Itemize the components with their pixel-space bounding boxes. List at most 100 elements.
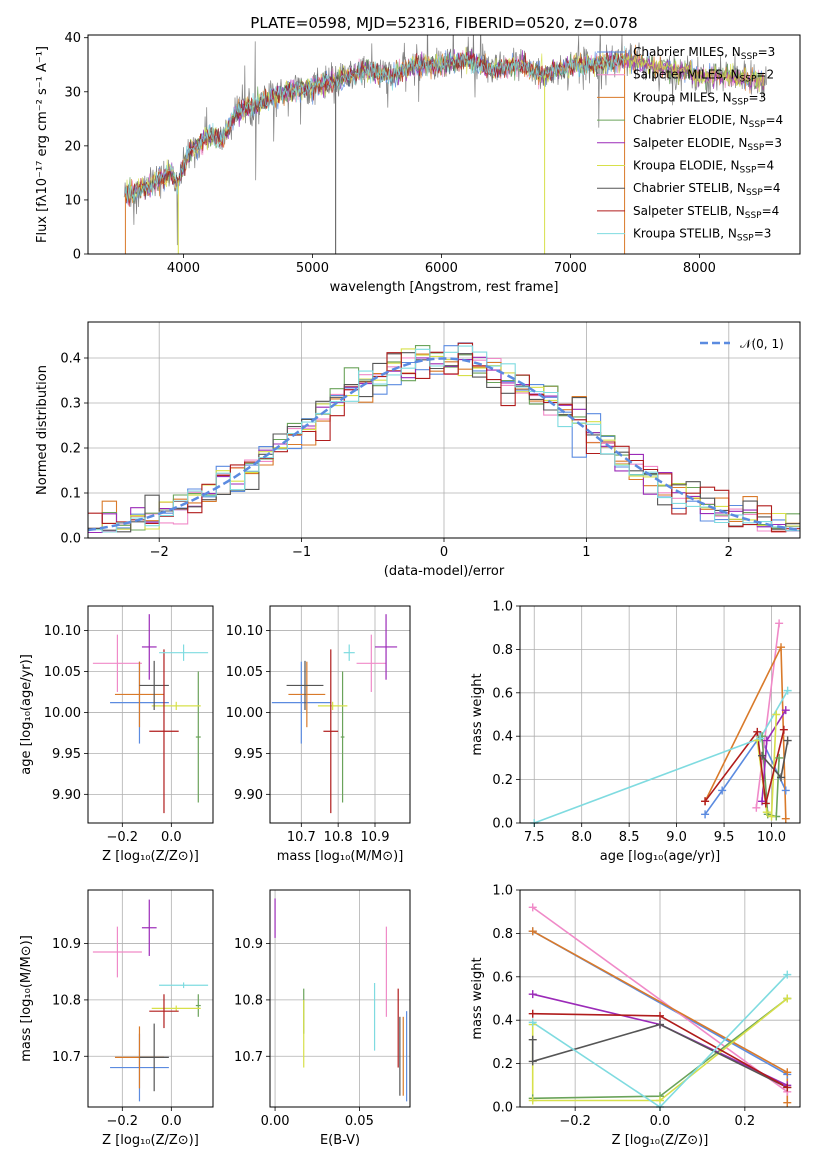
x-tick-label: 0.05 [345,1114,374,1129]
y-tick-label: 9.90 [52,788,81,803]
x-axis-label: mass [log₁₀(M/M⊙)] [277,849,404,864]
x-axis-label: Z [log₁₀(Z/Z⊙)] [102,1133,199,1148]
x-tick-label: 10.9 [361,830,390,845]
y-tick-label: 10.00 [226,706,263,721]
y-tick-label: 10.05 [44,665,81,680]
weight-marker [656,1011,664,1020]
y-tick-label: 10.8 [52,993,81,1008]
x-tick-label: 0 [440,545,448,560]
x-tick-label: 8.0 [571,830,592,845]
legend: 𝒩(0, 1) [700,337,784,351]
y-tick-label: 0.1 [60,487,81,502]
y-tick-label: 0.0 [60,532,81,547]
x-tick-label: −0.2 [559,1114,591,1129]
y-axis-label: Flux [fλ10⁻¹⁷ erg cm⁻² s⁻¹ A⁻¹] [35,46,50,243]
y-tick-label: 0.0 [492,1101,513,1116]
weight-marker [781,706,790,715]
x-tick-label: 8.5 [619,830,640,845]
axes-frame [519,605,801,824]
plot-area [533,623,789,823]
panel-spectrum: 4000 5000 6000 7000 8000 0 10 20 30 40 wavelength … [35,14,801,295]
x-tick-label: 10.8 [324,830,353,845]
y-axis-label: mass weight [470,957,485,1039]
x-tick-label: −2 [150,545,169,560]
x-tick-label: 5000 [296,261,329,276]
axes-frame [269,889,411,1108]
weight-marker [767,812,776,821]
legend-entry: Chabrier MILES, NSSP=3 [633,45,775,62]
y-axis-label: age [log₁₀(age/yr)] [19,654,34,775]
y-tick-label: 20 [64,139,81,154]
x-tick-label: 9.5 [714,830,735,845]
panel-residuals: −2 −1 0 1 2 0.0 0.1 0.2 0.3 0.4 (data-model)/error… [35,321,801,579]
y-tick-label: 1.0 [492,600,513,615]
y-tick-label: 9.95 [234,747,263,762]
weight-marker [758,751,767,760]
y-axis-label: Normed distribution [35,365,50,495]
y-axis-label: mass weight [470,673,485,755]
y-tick-label: 0.2 [492,773,513,788]
weight-marker [783,1098,792,1107]
panel-mass-Z: −0.2 0.0 10.7 10.8 10.9 Z [log₁₀(Z/Z⊙)] mass [… [19,889,214,1148]
weight-series-line [755,623,780,808]
y-tick-label: 9.95 [52,747,81,762]
weight-marker [753,727,762,736]
y-tick-label: 10.10 [44,624,81,639]
panel-age-Z: −0.2 0.0 9.90 9.95 10.00 10.05 10.10 Z [log₁₀(Z… [19,605,214,864]
legend-entry: Salpeter MILES, NSSP=2 [633,68,774,85]
weight-marker [781,814,790,823]
weight-marker [781,786,790,795]
x-tick-label: 10.7 [287,830,316,845]
axes-frame [87,889,214,1108]
x-tick-label: 0.00 [261,1114,290,1129]
panel-mass-EBV: 0.00 0.05 10.7 10.8 10.9 E(B-V) [234,889,411,1148]
weight-marker [783,970,792,979]
weight-marker [762,808,771,817]
legend-entry: Chabrier STELIB, NSSP=4 [633,181,781,198]
weight-series-line [532,906,788,1093]
plot-area [274,898,408,1102]
x-tick-label: 6000 [425,261,458,276]
x-tick-label: 0.2 [735,1114,756,1129]
y-tick-label: 10.9 [52,937,81,952]
weight-marker [701,810,710,819]
y-tick-label: 0.3 [60,397,81,412]
weight-marker [761,799,770,808]
x-axis-label: Z [log₁₀(Z/Z⊙)] [612,1133,709,1148]
weight-marker [783,1083,792,1092]
legend-entry: Chabrier ELODIE, NSSP=4 [633,113,783,130]
legend: Chabrier MILES, NSSP=3 Salpeter MILES, NS… [597,45,783,244]
weight-marker [779,725,788,734]
legend-entry: 𝒩(0, 1) [740,337,784,351]
y-tick-label: 0.6 [492,970,513,985]
y-tick-label: 10.00 [44,706,81,721]
y-tick-label: 0.8 [492,643,513,658]
weight-marker [528,1096,537,1105]
x-tick-label: 7.5 [524,830,545,845]
weight-marker [777,773,786,782]
x-axis-label: age [log₁₀(age/yr)] [600,849,721,864]
y-tick-label: 10.7 [234,1050,263,1065]
weight-series-line [531,1023,788,1089]
x-tick-label: 4000 [167,261,200,276]
weight-marker [718,786,727,795]
weight-marker [783,994,792,1003]
x-tick-label: −1 [292,545,311,560]
weight-marker [756,734,765,743]
weight-marker [528,1018,537,1027]
x-tick-label: −0.2 [107,830,139,845]
weight-marker [528,927,537,936]
y-tick-label: 0.6 [492,686,513,701]
weight-marker [775,753,784,762]
y-tick-label: 10.10 [226,624,263,639]
y-tick-label: 9.90 [234,788,263,803]
legend-entry: Kroupa MILES, NSSP=3 [633,90,766,107]
weight-series-line [704,729,785,804]
panel-age-mass: 10.7 10.8 10.9 9.90 9.95 10.00 10.05 10.10 mass … [226,605,411,864]
chart-title: PLATE=0598, MJD=52316, FIBERID=0520, z=0… [250,14,637,32]
y-tick-label: 30 [64,85,81,100]
weight-marker [656,1020,664,1029]
y-tick-label: 10.05 [226,665,263,680]
y-tick-label: 0.4 [492,1014,513,1029]
weight-series-line [704,734,787,815]
